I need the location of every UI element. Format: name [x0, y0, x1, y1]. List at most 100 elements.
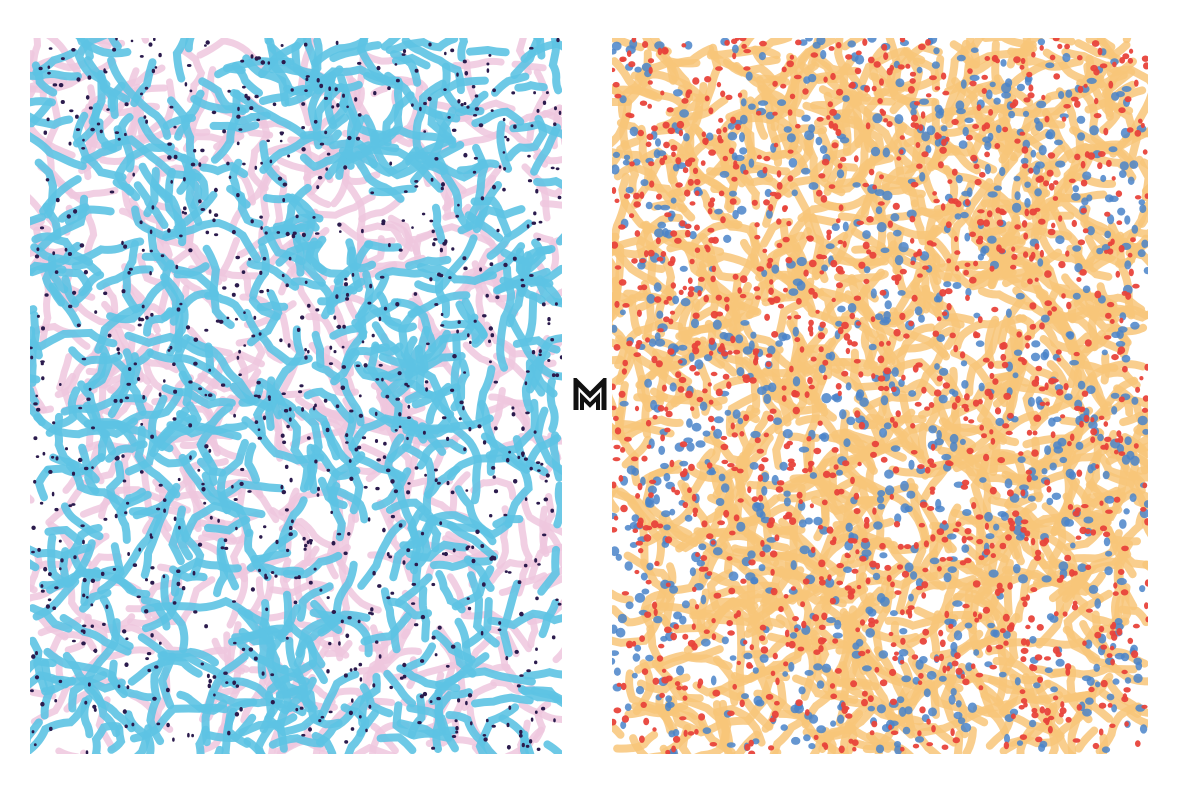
- orange-squiggle: [769, 711, 814, 754]
- navy-speck: [294, 576, 299, 580]
- red-fleck: [728, 587, 736, 595]
- red-fleck: [640, 701, 647, 709]
- blue-fleck: [984, 140, 992, 151]
- red-fleck: [1103, 127, 1109, 136]
- red-fleck: [787, 109, 793, 116]
- blue-fleck: [949, 433, 959, 444]
- red-fleck: [645, 141, 652, 148]
- blue-fleck: [898, 379, 905, 387]
- red-fleck: [707, 382, 712, 387]
- navy-speck: [150, 580, 155, 585]
- navy-speck: [386, 596, 391, 600]
- blue-fleck: [698, 543, 707, 551]
- navy-speck: [349, 668, 353, 672]
- orange-squiggle: [916, 131, 939, 204]
- orange-squiggle: [953, 319, 1000, 351]
- navy-speck: [258, 332, 262, 336]
- red-fleck: [946, 665, 951, 672]
- navy-speck: [243, 311, 246, 314]
- red-fleck: [862, 182, 870, 188]
- navy-speck: [498, 165, 502, 169]
- red-fleck: [1003, 741, 1010, 750]
- orange-squiggle: [830, 368, 889, 392]
- navy-speck: [489, 556, 494, 561]
- red-fleck: [1141, 407, 1148, 413]
- red-fleck: [965, 134, 973, 141]
- cyan-squiggle: [376, 291, 417, 333]
- blue-fleck: [993, 97, 1001, 105]
- red-fleck: [762, 248, 768, 253]
- orange-squiggle: [668, 142, 699, 199]
- blue-fleck: [792, 326, 799, 337]
- blue-fleck: [862, 665, 872, 672]
- navy-speck: [417, 721, 422, 725]
- blue-fleck: [612, 650, 620, 656]
- navy-speck: [434, 653, 438, 657]
- red-fleck: [862, 241, 870, 250]
- cyan-squiggle: [110, 356, 147, 417]
- navy-speck: [342, 324, 346, 329]
- blue-fleck: [760, 472, 770, 483]
- blue-fleck: [926, 670, 937, 680]
- blue-fleck: [719, 170, 730, 178]
- red-fleck: [990, 437, 996, 445]
- red-fleck: [1035, 176, 1044, 183]
- navy-speck: [513, 479, 518, 484]
- navy-speck: [179, 302, 183, 306]
- orange-squiggle: [713, 357, 823, 392]
- navy-speck: [193, 610, 198, 614]
- blue-fleck: [931, 61, 940, 69]
- red-fleck: [926, 742, 934, 747]
- red-fleck: [722, 126, 728, 133]
- red-fleck: [1064, 663, 1072, 671]
- blue-fleck: [990, 629, 998, 637]
- pink-squiggle: [544, 574, 562, 589]
- blue-fleck: [839, 409, 847, 420]
- red-fleck: [796, 298, 802, 305]
- red-fleck: [863, 278, 870, 285]
- navy-speck: [231, 229, 236, 235]
- blue-fleck: [882, 190, 893, 201]
- navy-speck: [304, 89, 308, 92]
- red-fleck: [892, 655, 898, 662]
- red-fleck: [728, 147, 735, 154]
- orange-squiggle: [672, 677, 730, 747]
- red-fleck: [865, 578, 870, 584]
- red-fleck: [612, 527, 618, 533]
- red-fleck: [708, 399, 714, 405]
- blue-fleck: [962, 509, 972, 516]
- red-fleck: [978, 685, 984, 691]
- red-fleck: [1119, 317, 1124, 324]
- red-fleck: [1012, 99, 1019, 107]
- red-fleck: [810, 356, 817, 362]
- navy-speck: [545, 473, 550, 478]
- blue-fleck: [684, 41, 693, 50]
- red-fleck: [861, 690, 868, 697]
- red-fleck: [743, 169, 749, 175]
- red-fleck: [983, 453, 990, 462]
- blue-fleck: [955, 174, 963, 184]
- navy-speck: [212, 675, 217, 679]
- red-fleck: [818, 346, 824, 353]
- navy-speck: [169, 105, 174, 109]
- blue-fleck: [729, 190, 737, 197]
- red-fleck: [660, 434, 665, 442]
- blue-fleck: [1038, 743, 1046, 752]
- blue-fleck: [949, 441, 958, 452]
- navy-speck: [371, 333, 375, 338]
- navy-speck: [553, 122, 557, 126]
- navy-speck: [145, 315, 149, 320]
- blue-fleck: [934, 363, 940, 370]
- pink-squiggle: [64, 186, 98, 256]
- navy-speck: [323, 398, 328, 403]
- navy-speck: [130, 39, 134, 43]
- navy-speck: [43, 130, 48, 135]
- red-fleck: [829, 539, 837, 546]
- blue-fleck: [681, 600, 690, 609]
- navy-speck: [40, 584, 44, 588]
- red-fleck: [1018, 705, 1025, 710]
- red-fleck: [653, 608, 658, 617]
- orange-squiggle: [1126, 709, 1148, 728]
- blue-fleck: [973, 649, 980, 656]
- blue-fleck: [845, 522, 853, 532]
